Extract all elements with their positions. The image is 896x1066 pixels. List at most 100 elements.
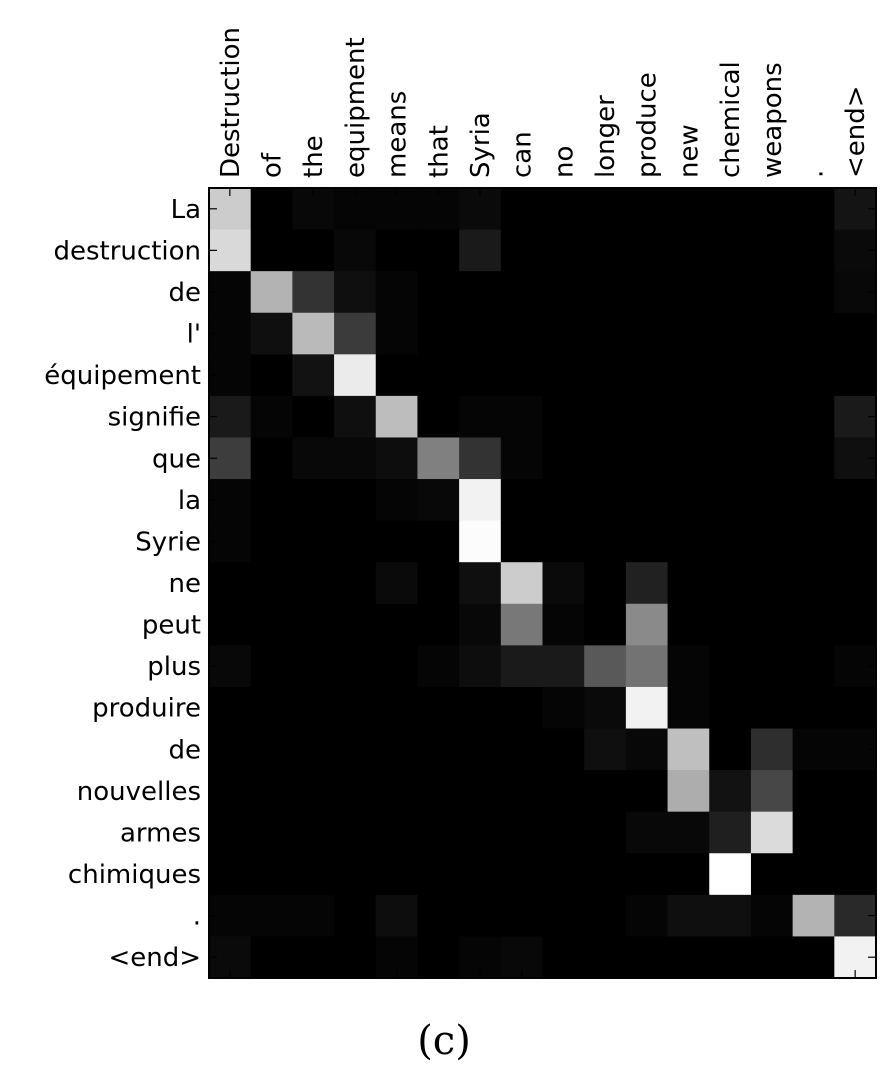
x-tick-label-13: weapons	[758, 62, 788, 178]
heatmap-cell-r17-c1	[250, 894, 293, 938]
heatmap-cell-r13-c12	[709, 728, 752, 771]
heatmap-cell-r1-c7	[500, 229, 544, 272]
heatmap-cell-r11-c8	[542, 645, 585, 688]
heatmap-cell-r17-c2	[292, 894, 335, 938]
x-tick-label-2: the	[299, 135, 329, 178]
x-tick-label-11: new	[674, 124, 704, 178]
heatmap-cell-r4-c5	[417, 354, 460, 397]
heatmap-cell-r15-c5	[417, 811, 460, 854]
heatmap-cell-r6-c5	[417, 437, 460, 480]
heatmap-cell-r10-c1	[250, 603, 293, 646]
heatmap-cell-r4-c3	[334, 354, 377, 397]
y-tick-label-1: destruction	[53, 236, 201, 266]
heatmap-cell-r12-c11	[667, 686, 710, 730]
heatmap-cell-r10-c5	[417, 603, 460, 646]
heatmap-cell-r9-c14	[792, 562, 835, 605]
y-tick-label-14: nouvelles	[77, 777, 201, 807]
y-tick-label-9: ne	[169, 569, 201, 599]
heatmap-cell-r10-c9	[584, 603, 627, 646]
y-tick-label-6: que	[152, 444, 201, 474]
heatmap-cell-r10-c8	[542, 603, 585, 646]
heatmap-cell-r14-c5	[417, 770, 460, 813]
heatmap-cell-r4-c8	[542, 354, 585, 397]
y-tick-labels: La destruction de l' équipement signifie que la…	[44, 195, 201, 973]
heatmap-cell-r4-c6	[459, 354, 502, 397]
heatmap-cell-r15-c2	[292, 811, 335, 854]
heatmap-cell-r12-c1	[250, 686, 293, 730]
heatmap-cell-r4-c11	[667, 354, 710, 397]
heatmap-cell-r3-c11	[667, 312, 710, 355]
heatmap-cell-r2-c2	[292, 271, 335, 314]
heatmap-cell-r7-c11	[667, 479, 710, 522]
heatmap-cell-r5-c3	[334, 395, 377, 439]
heatmap-cell-r3-c2	[292, 312, 335, 355]
heatmap-cell-r1-c2	[292, 229, 335, 272]
heatmap-cell-r11-c4	[375, 645, 419, 688]
heatmap-cell-r5-c14	[792, 395, 835, 439]
heatmap-cell-r13-c8	[542, 728, 585, 771]
heatmap-cell-r7-c9	[584, 479, 627, 522]
heatmap-cell-r8-c7	[500, 520, 544, 563]
heatmap-cell-r16-c7	[500, 853, 544, 896]
heatmap-cell-r13-c11	[667, 728, 710, 771]
heatmap-cell-r7-c12	[709, 479, 752, 522]
heatmap-cell-r4-c4	[375, 354, 419, 397]
heatmap-cell-r8-c6	[459, 520, 502, 563]
heatmap-cell-r11-c10	[625, 645, 669, 688]
heatmap-cell-r7-c3	[334, 479, 377, 522]
heatmap-cell-r17-c10	[625, 894, 669, 938]
heatmap-cell-r3-c12	[709, 312, 752, 355]
heatmap-cell-r5-c4	[375, 395, 419, 439]
y-tick-label-13: de	[169, 735, 202, 765]
heatmap-cell-r2-c8	[542, 271, 585, 314]
y-tick-label-4: équipement	[44, 361, 201, 391]
y-tick-label-7: la	[178, 486, 201, 516]
heatmap-cell-r4-c9	[584, 354, 627, 397]
heatmap-cell-r16-c4	[375, 853, 419, 896]
heatmap-cell-r5-c13	[750, 395, 794, 439]
heatmap-cell-r12-c2	[292, 686, 335, 730]
heatmap-cell-r4-c13	[750, 354, 794, 397]
heatmap-cell-r1-c11	[667, 229, 710, 272]
plot-frame	[208, 187, 877, 979]
heatmap-cell-r8-c3	[334, 520, 377, 563]
x-tick-label-4: means	[383, 91, 413, 178]
heatmap-cell-r6-c6	[459, 437, 502, 480]
heatmap-cell-r1-c12	[709, 229, 752, 272]
heatmap-cell-r15-c7	[500, 811, 544, 854]
heatmap-cell-r1-c5	[417, 229, 460, 272]
heatmap-cell-r13-c3	[334, 728, 377, 771]
heatmap-cell-r14-c11	[667, 770, 710, 813]
heatmap-cell-r17-c11	[667, 894, 710, 938]
heatmap-cell-r14-c9	[584, 770, 627, 813]
y-tick-label-11: plus	[147, 652, 201, 682]
y-tick-label-15: armes	[120, 819, 201, 849]
heatmap-cell-r9-c1	[250, 562, 293, 605]
x-tick-label-1: of	[258, 152, 288, 178]
heatmap-cell-r13-c10	[625, 728, 669, 771]
heatmap-cell-r6-c8	[542, 437, 585, 480]
heatmap-cell-r2-c11	[667, 271, 710, 314]
heatmap-cell-r1-c10	[625, 229, 669, 272]
heatmap-cell-r14-c1	[250, 770, 293, 813]
heatmap-cell-r17-c4	[375, 894, 419, 938]
heatmap-cell-r1-c13	[750, 229, 794, 272]
heatmap-cell-r7-c14	[792, 479, 835, 522]
heatmap-cell-r17-c7	[500, 894, 544, 938]
heatmap-cell-r1-c3	[334, 229, 377, 272]
y-tick-label-17: .	[193, 902, 201, 932]
heatmap-cell-r7-c13	[750, 479, 794, 522]
heatmap-cell-r2-c5	[417, 271, 460, 314]
heatmap-cell-r9-c4	[375, 562, 419, 605]
heatmap-cell-r2-c12	[709, 271, 752, 314]
heatmap-cell-r15-c6	[459, 811, 502, 854]
heatmap-cell-r4-c14	[792, 354, 835, 397]
heatmap-cell-r15-c12	[709, 811, 752, 854]
heatmap-cell-r16-c10	[625, 853, 669, 896]
heatmap-cell-r6-c2	[292, 437, 335, 480]
heatmap-cell-r16-c8	[542, 853, 585, 896]
heatmap-cell-r2-c13	[750, 271, 794, 314]
heatmap-cell-r1-c8	[542, 229, 585, 272]
heatmap-cell-r10-c6	[459, 603, 502, 646]
heatmap-cell-r9-c11	[667, 562, 710, 605]
